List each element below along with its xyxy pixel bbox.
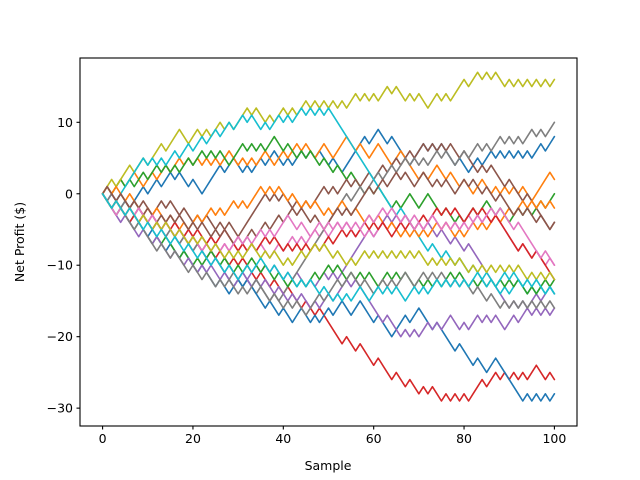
x-tick-label: 100 xyxy=(542,431,566,446)
axes-spines xyxy=(79,57,578,427)
x-tick-label: 20 xyxy=(185,431,201,446)
line-series-20 xyxy=(101,192,556,302)
x-tick-label: 60 xyxy=(366,431,382,446)
y-tick-label: −20 xyxy=(47,329,73,344)
data-lines xyxy=(101,71,556,402)
x-tick-label: 80 xyxy=(456,431,472,446)
x-tick-label: 40 xyxy=(275,431,291,446)
x-axis-label: Sample xyxy=(305,458,352,473)
axis-ticks: 0 20 40 60 80 100 −30 −20 −10 0 10 xyxy=(47,115,567,446)
x-tick-label: 0 xyxy=(99,431,107,446)
y-tick-label: 10 xyxy=(57,115,73,130)
y-tick-label: −10 xyxy=(47,258,73,273)
line-series-14 xyxy=(101,192,556,281)
line-series-6 xyxy=(101,142,556,238)
y-axis-label: Net Profit ($) xyxy=(12,202,27,282)
line-series-19 xyxy=(101,192,556,281)
y-tick-label: −30 xyxy=(47,401,73,416)
line-series-2 xyxy=(101,135,556,202)
axes-area xyxy=(79,57,578,427)
y-tick-label: 0 xyxy=(65,186,73,201)
